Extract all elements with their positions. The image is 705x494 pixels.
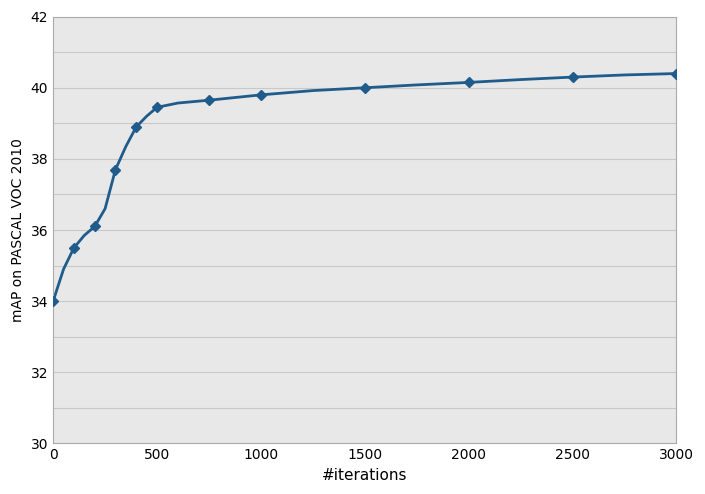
Y-axis label: mAP on PASCAL VOC 2010: mAP on PASCAL VOC 2010 [11,138,25,322]
X-axis label: #iterations: #iterations [322,468,407,483]
